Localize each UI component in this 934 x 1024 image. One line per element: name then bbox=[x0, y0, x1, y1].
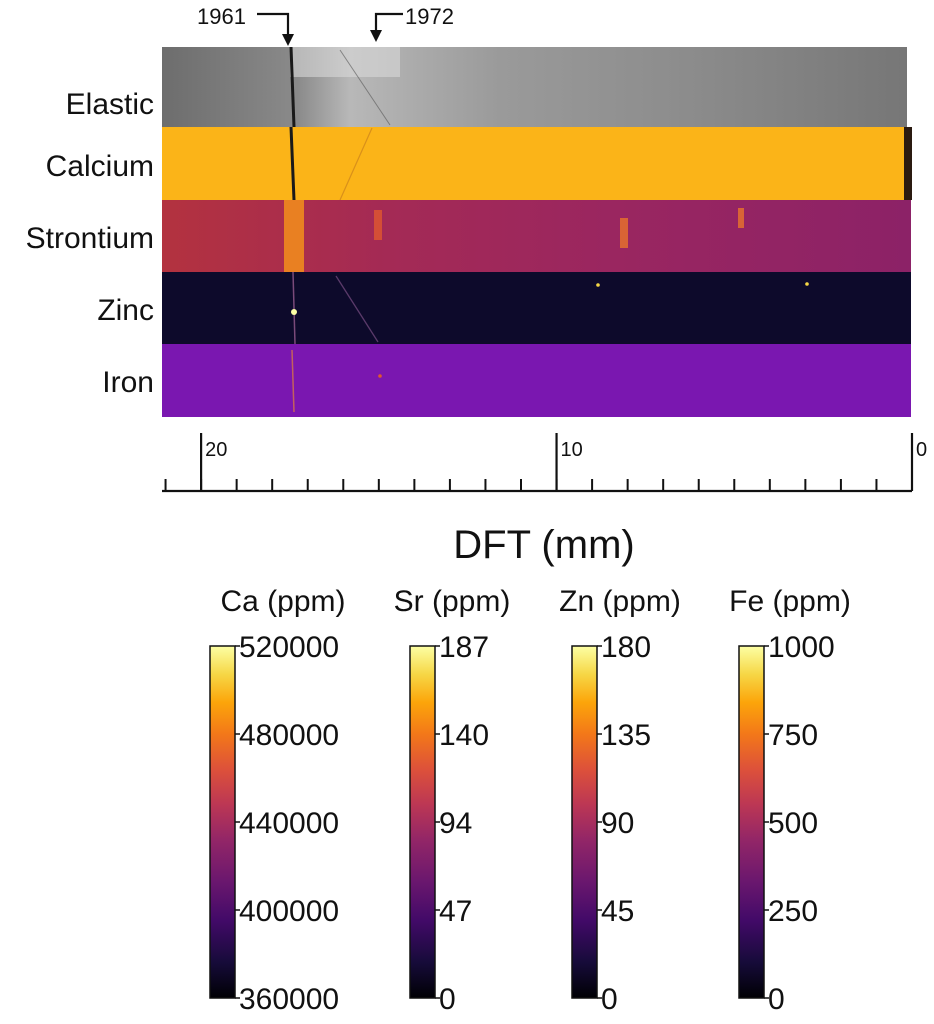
marker-1961: 1961 bbox=[197, 4, 294, 46]
panel-iron bbox=[162, 344, 911, 417]
marker-1972: 1972 bbox=[370, 4, 454, 42]
colorbar-tick-label: 187 bbox=[439, 631, 489, 664]
colorbar-tick-label: 90 bbox=[601, 807, 634, 840]
panel-strontium-growth-band bbox=[284, 200, 304, 272]
panel-zinc-growth-line bbox=[292, 271, 296, 345]
panel-calcium-crack bbox=[339, 127, 373, 201]
panel-label-calcium: Calcium bbox=[46, 150, 154, 183]
panel-zinc-hotspot bbox=[291, 309, 297, 315]
marker-1972-arrow bbox=[374, 12, 403, 32]
panel-calcium-growth-line bbox=[289, 126, 296, 201]
panel-zinc-hotspot-2 bbox=[596, 283, 600, 287]
dft-tick-label: 20 bbox=[205, 439, 227, 461]
panel-elastic-image bbox=[162, 47, 913, 127]
dft-axis-title: DFT (mm) bbox=[453, 523, 634, 567]
panel-zinc-hotspot-3 bbox=[805, 282, 809, 286]
panel-strontium-band-4 bbox=[738, 208, 744, 228]
colorbar-tick-label: 140 bbox=[439, 719, 489, 752]
colorbar-sr: Sr (ppm) 187 140 94 47 0 bbox=[394, 585, 511, 1016]
colorbar-tick-label: 0 bbox=[768, 983, 785, 1016]
panel-strontium bbox=[162, 200, 911, 272]
panel-iron-image bbox=[162, 344, 911, 417]
colorbar-tick-label: 0 bbox=[601, 983, 618, 1016]
panel-elastic-crack bbox=[339, 49, 391, 126]
colorbar-tick-label: 360000 bbox=[239, 983, 339, 1016]
colorbar-zn: Zn (ppm) 180 135 90 45 0 bbox=[559, 585, 681, 1016]
dft-tick-label: 0 bbox=[916, 439, 927, 461]
panel-calcium bbox=[162, 126, 912, 201]
marker-1961-arrow bbox=[257, 12, 290, 36]
colorbar-fe-title: Fe (ppm) bbox=[729, 585, 851, 618]
colorbar-tick-label: 180 bbox=[601, 631, 651, 664]
dft-axis: 20 10 0 bbox=[162, 433, 927, 493]
panel-calcium-edge bbox=[904, 127, 912, 200]
panel-zinc bbox=[162, 271, 911, 345]
colorbar-tick-label: 480000 bbox=[239, 719, 339, 752]
dft-tick-label: 10 bbox=[561, 439, 583, 461]
panel-label-iron: Iron bbox=[102, 366, 154, 399]
colorbar-fe-ticks: 1000 750 500 250 0 bbox=[764, 631, 835, 1016]
colorbar-tick-label: 250 bbox=[768, 895, 818, 928]
marker-1961-arrowhead bbox=[282, 34, 294, 46]
panel-elastic bbox=[162, 46, 913, 128]
panel-zinc-crack bbox=[335, 275, 379, 343]
panel-strontium-band-3 bbox=[620, 218, 628, 248]
colorbar-tick-label: 94 bbox=[439, 807, 472, 840]
colorbar-tick-label: 440000 bbox=[239, 807, 339, 840]
colorbar-tick-label: 500 bbox=[768, 807, 818, 840]
colorbar-zn-title: Zn (ppm) bbox=[559, 585, 681, 618]
colorbar-tick-label: 0 bbox=[439, 983, 456, 1016]
panel-label-elastic: Elastic bbox=[66, 88, 154, 121]
colorbar-tick-label: 400000 bbox=[239, 895, 339, 928]
marker-1972-label: 1972 bbox=[405, 4, 454, 29]
panel-elastic-edge bbox=[907, 47, 913, 127]
colorbar-sr-title: Sr (ppm) bbox=[394, 585, 511, 618]
colorbar-tick-label: 1000 bbox=[768, 631, 835, 664]
panel-zinc-image bbox=[162, 272, 911, 344]
panel-iron-growth-line bbox=[291, 349, 295, 413]
marker-1972-arrowhead bbox=[370, 30, 382, 42]
colorbar-ca-gradient bbox=[209, 645, 236, 999]
panel-iron-spot bbox=[378, 374, 382, 378]
panel-strontium-image bbox=[162, 200, 911, 272]
colorbar-tick-label: 47 bbox=[439, 895, 472, 928]
colorbar-fe-gradient bbox=[738, 645, 765, 999]
colorbar-sr-gradient bbox=[409, 645, 436, 999]
panel-elastic-bright-region bbox=[290, 47, 400, 77]
colorbar-ca-ticks: 520000 480000 440000 400000 360000 bbox=[235, 631, 339, 1016]
colorbar-tick-label: 520000 bbox=[239, 631, 339, 664]
panel-label-strontium: Strontium bbox=[26, 222, 154, 255]
colorbar-tick-label: 135 bbox=[601, 719, 651, 752]
panel-calcium-image bbox=[162, 127, 911, 200]
colorbar-ca: Ca (ppm) 520000 480000 440000 400000 360000 bbox=[209, 585, 346, 1016]
colorbar-ca-title: Ca (ppm) bbox=[220, 585, 345, 618]
panel-label-zinc: Zinc bbox=[97, 294, 154, 327]
panel-strontium-band-2 bbox=[374, 210, 382, 240]
colorbar-zn-gradient bbox=[571, 645, 598, 999]
colorbar-fe: Fe (ppm) 1000 750 500 250 0 bbox=[729, 585, 851, 1016]
colorbar-tick-label: 750 bbox=[768, 719, 818, 752]
panel-elastic-growth-line bbox=[289, 46, 296, 128]
colorbar-tick-label: 45 bbox=[601, 895, 634, 928]
colorbar-sr-ticks: 187 140 94 47 0 bbox=[435, 631, 489, 1016]
colorbar-zn-ticks: 180 135 90 45 0 bbox=[597, 631, 651, 1016]
marker-1961-label: 1961 bbox=[197, 4, 246, 29]
